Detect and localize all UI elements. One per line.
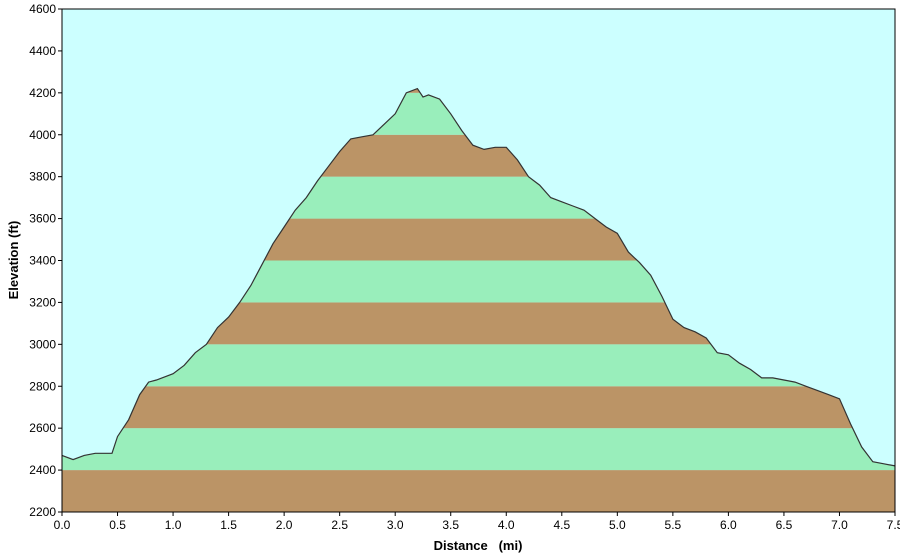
y-tick-label: 4000: [29, 128, 56, 142]
x-tick-label: 1.5: [220, 518, 237, 532]
y-tick-label: 3600: [29, 212, 56, 226]
x-tick-label: 3.5: [442, 518, 459, 532]
x-tick-label: 2.0: [276, 518, 293, 532]
x-tick-label: 5.0: [609, 518, 626, 532]
x-tick-label: 0.5: [109, 518, 126, 532]
y-tick-label: 2800: [29, 379, 56, 393]
y-tick-label: 4400: [29, 44, 56, 58]
x-tick-label: 6.5: [776, 518, 793, 532]
elevation-band: [62, 470, 895, 512]
x-tick-label: 7.0: [831, 518, 848, 532]
x-tick-label: 0.0: [54, 518, 71, 532]
x-tick-label: 4.5: [553, 518, 570, 532]
x-axis-title: Distance (mi): [434, 538, 523, 553]
x-tick-label: 5.5: [665, 518, 682, 532]
x-tick-label: 7.5: [887, 518, 900, 532]
x-tick-label: 4.0: [498, 518, 515, 532]
y-tick-label: 4200: [29, 86, 56, 100]
y-axis-title: Elevation (ft): [6, 221, 21, 300]
y-axis: 2200 2400 2600 2800 3000 3200 3400 3600 3800 4000…: [29, 2, 62, 519]
x-tick-label: 2.5: [331, 518, 348, 532]
y-tick-label: 3400: [29, 254, 56, 268]
y-tick-label: 2200: [29, 505, 56, 519]
x-tick-label: 1.0: [165, 518, 182, 532]
y-tick-label: 2400: [29, 463, 56, 477]
y-tick-label: 2600: [29, 421, 56, 435]
elevation-band: [62, 428, 895, 471]
x-axis: 0.0 0.5 1.0 1.5 2.0 2.5 3.0 3.5 4.0 4.5 5.0 5.5 6.0 6…: [54, 512, 900, 532]
x-tick-label: 6.0: [720, 518, 737, 532]
y-tick-label: 3000: [29, 337, 56, 351]
elevation-profile-line: [61, 87, 896, 467]
y-tick-label: 4600: [29, 2, 56, 16]
x-tick-label: 3.0: [387, 518, 404, 532]
y-tick-label: 3200: [29, 295, 56, 309]
y-tick-label: 3800: [29, 170, 56, 184]
elevation-band: [62, 386, 895, 429]
